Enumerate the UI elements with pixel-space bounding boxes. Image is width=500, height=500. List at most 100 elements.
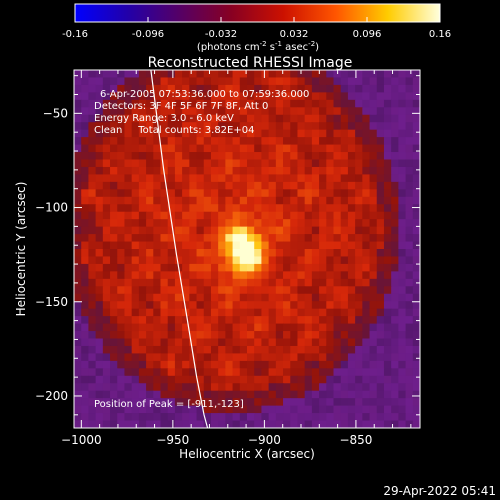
heatmap-cell xyxy=(369,413,378,422)
heatmap-cell xyxy=(138,122,147,131)
heatmap-cell xyxy=(160,137,169,146)
annotation-energy-range: Energy Range: 3.0 - 6.0 keV xyxy=(94,113,234,124)
heatmap-cell xyxy=(369,189,378,198)
heatmap-cell xyxy=(189,99,198,108)
heatmap-cell xyxy=(203,211,212,220)
heatmap-cell xyxy=(117,129,126,138)
heatmap-cell xyxy=(146,204,154,213)
heatmap-cell xyxy=(153,174,162,183)
heatmap-cell xyxy=(218,166,226,176)
heatmap-cell xyxy=(160,226,169,235)
heatmap-cell xyxy=(261,166,270,176)
heatmap-cell xyxy=(218,77,226,86)
heatmap-cell xyxy=(196,353,205,362)
heatmap-cell xyxy=(146,398,154,407)
heatmap-cell xyxy=(124,219,133,228)
heatmap-cell xyxy=(110,70,118,79)
heatmap-cell xyxy=(347,144,356,153)
heatmap-cell xyxy=(383,323,392,332)
heatmap-cell xyxy=(311,420,320,428)
heatmap-cell xyxy=(283,196,291,205)
heatmap-cell xyxy=(383,114,392,123)
heatmap-cell xyxy=(405,249,414,258)
heatmap-cell xyxy=(355,204,363,213)
heatmap-cell xyxy=(218,211,226,220)
heatmap-cell xyxy=(275,271,284,280)
heatmap-cell xyxy=(196,338,205,347)
heatmap-cell xyxy=(247,234,255,243)
heatmap-cell xyxy=(131,84,140,93)
heatmap-cell xyxy=(88,323,97,332)
heatmap-cell xyxy=(131,390,140,399)
heatmap-cell xyxy=(74,159,82,168)
heatmap-cell xyxy=(124,278,133,287)
heatmap-cell xyxy=(88,189,97,198)
heatmap-cell xyxy=(102,390,111,399)
heatmap-cell xyxy=(160,107,169,116)
heatmap-cell xyxy=(362,122,371,131)
heatmap-cell xyxy=(146,129,154,138)
heatmap-cell xyxy=(239,107,248,116)
heatmap-cell xyxy=(117,256,126,265)
heatmap-cell xyxy=(167,211,176,220)
colorbar-tick-label: -0.032 xyxy=(205,29,237,40)
heatmap-cell xyxy=(326,241,335,250)
heatmap-cell xyxy=(311,398,320,407)
heatmap-cell xyxy=(326,308,335,317)
heatmap-cell xyxy=(81,375,90,384)
heatmap-cell xyxy=(369,159,378,168)
heatmap-cell xyxy=(347,331,356,340)
heatmap-cell xyxy=(74,331,82,340)
heatmap-cell xyxy=(225,271,234,280)
heatmap-cell xyxy=(247,293,255,302)
heatmap-cell xyxy=(405,271,414,280)
heatmap-cell xyxy=(290,241,299,250)
heatmap-cell xyxy=(239,122,248,131)
heatmap-cell xyxy=(261,286,270,295)
heatmap-cell xyxy=(182,345,190,355)
heatmap-cell xyxy=(405,413,414,422)
heatmap-cell xyxy=(347,413,356,422)
heatmap-cell xyxy=(88,144,97,153)
heatmap-cell xyxy=(138,420,147,428)
heatmap-cell xyxy=(160,144,169,153)
heatmap-cell xyxy=(160,405,169,414)
heatmap-cell xyxy=(225,293,234,302)
heatmap-cell xyxy=(232,263,241,272)
heatmap-cell xyxy=(333,204,342,213)
heatmap-cell xyxy=(146,70,154,79)
heatmap-cell xyxy=(362,323,371,332)
heatmap-cell xyxy=(297,84,306,93)
heatmap-cell xyxy=(189,219,198,228)
heatmap-cell xyxy=(333,241,342,250)
heatmap-cell xyxy=(153,159,162,168)
heatmap-cell xyxy=(326,398,335,407)
heatmap-cell xyxy=(146,331,154,340)
heatmap-cell xyxy=(326,263,335,272)
heatmap-cell xyxy=(283,181,291,190)
heatmap-cell xyxy=(81,249,90,258)
heatmap-cell xyxy=(247,189,255,198)
heatmap-cell xyxy=(347,114,356,123)
heatmap-cell xyxy=(247,383,255,392)
heatmap-cell xyxy=(290,413,299,422)
heatmap-cell xyxy=(160,263,169,272)
heatmap-cell xyxy=(210,286,219,295)
heatmap-cell xyxy=(326,84,335,93)
x-axis-label: Heliocentric X (arcsec) xyxy=(179,447,315,461)
heatmap-cell xyxy=(275,286,284,295)
heatmap-cell xyxy=(203,413,212,422)
heatmap-cell xyxy=(391,226,399,235)
heatmap-cell xyxy=(138,368,147,377)
heatmap-cell xyxy=(210,368,219,377)
heatmap-cell xyxy=(326,144,335,153)
heatmap-cell xyxy=(124,383,133,392)
heatmap-cell xyxy=(275,196,284,205)
heatmap-cell xyxy=(131,398,140,407)
heatmap-cell xyxy=(261,99,270,108)
heatmap-cell xyxy=(153,137,162,146)
heatmap-cell xyxy=(319,390,327,399)
heatmap-cell xyxy=(124,338,133,347)
heatmap-cell xyxy=(326,152,335,161)
heatmap-cell xyxy=(225,189,234,198)
